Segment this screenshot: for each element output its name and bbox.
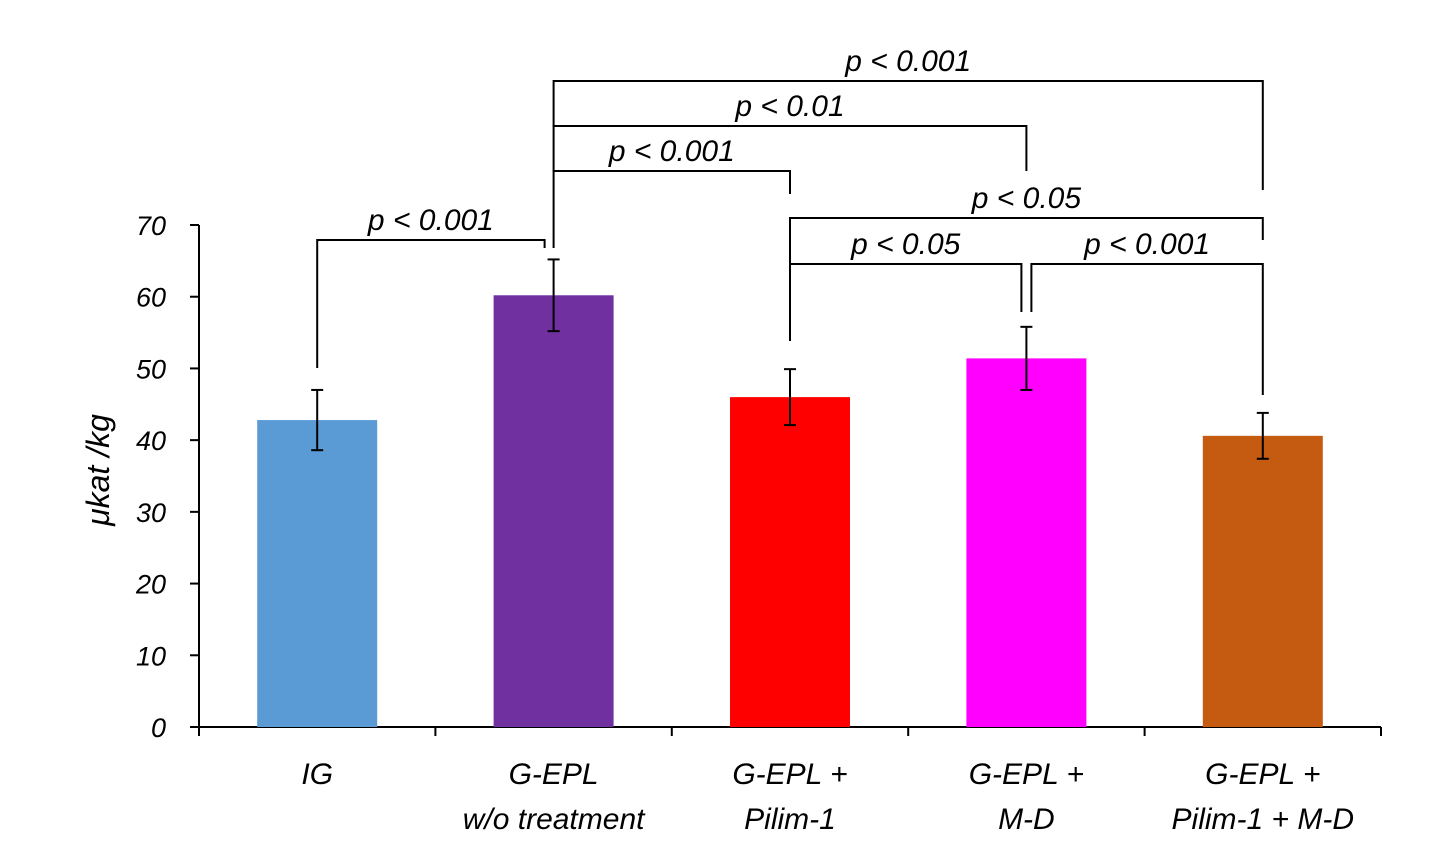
x-tick-label: M-D [998, 803, 1055, 836]
x-tick-label: G-EPL [509, 758, 599, 791]
bar [1202, 435, 1323, 727]
significance-bracket [1030, 263, 1264, 395]
p-value-label: p < 0.001 [367, 204, 494, 237]
p-value-label: p < 0.001 [844, 45, 971, 78]
y-axis-label: μkat /kg [80, 414, 116, 527]
p-value-label: p < 0.05 [850, 228, 961, 261]
x-tick-label: IG [301, 758, 333, 791]
significance-bracket [552, 80, 1264, 190]
x-tick-label: w/o treatment [463, 803, 646, 836]
y-tick-label: 10 [136, 641, 166, 671]
y-tick-label: 20 [135, 570, 166, 600]
x-tick-label: Pilim-1 + M-D [1172, 803, 1355, 836]
axes: 0 10 20 30 40 50 60 70 IG G-EPL w/o treatment G-EPL… [135, 211, 1382, 836]
significance-bracket [552, 125, 1028, 171]
significance-bracket [316, 239, 546, 368]
p-value-label: p < 0.001 [1083, 228, 1210, 261]
x-tick-label: G-EPL + [1205, 758, 1320, 791]
x-tick-label: G-EPL + [732, 758, 847, 791]
y-tick-label: 50 [136, 354, 166, 384]
p-value-label: p < 0.05 [971, 182, 1082, 215]
bar [257, 420, 378, 727]
significance-bracket [789, 217, 1264, 264]
y-tick-label: 40 [136, 426, 166, 456]
bar [966, 358, 1087, 727]
y-tick-label: 30 [136, 498, 166, 528]
p-value-label: p < 0.01 [734, 90, 844, 123]
bars [257, 295, 1323, 727]
y-tick-label: 0 [151, 713, 166, 743]
y-tick-label: 60 [136, 283, 166, 313]
significance-bracket [789, 263, 1023, 341]
error-bars [311, 258, 1269, 460]
x-tick-label: G-EPL + [969, 758, 1084, 791]
bar [730, 397, 850, 727]
x-tick-label: Pilim-1 [744, 803, 836, 836]
p-value-label: p < 0.001 [608, 135, 735, 168]
y-tick-label: 70 [136, 211, 166, 241]
significance-bracket [552, 170, 791, 248]
bar [493, 295, 614, 727]
